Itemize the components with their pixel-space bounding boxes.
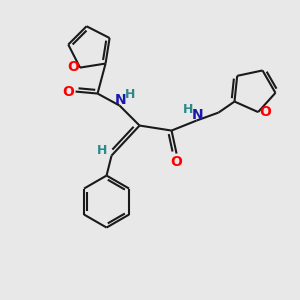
Text: H: H [125, 88, 136, 101]
Text: O: O [67, 60, 79, 74]
Text: O: O [259, 105, 271, 119]
Text: O: O [63, 85, 74, 99]
Text: H: H [183, 103, 194, 116]
Text: O: O [171, 154, 182, 169]
Text: H: H [98, 144, 108, 157]
Text: N: N [115, 93, 126, 106]
Text: N: N [192, 108, 203, 122]
